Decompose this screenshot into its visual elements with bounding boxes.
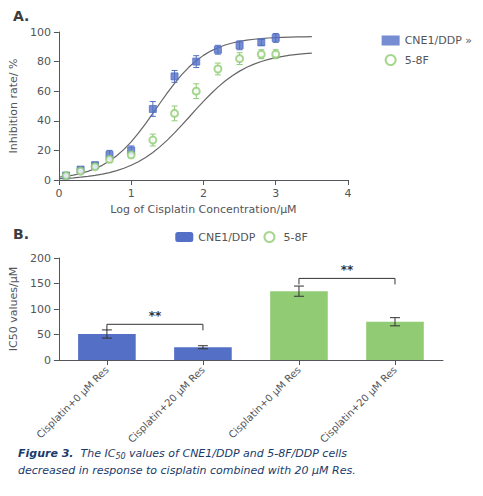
svg-text:3: 3 (272, 187, 279, 200)
svg-text:CNE1/DDP »: CNE1/DDP » (405, 34, 472, 47)
svg-text:Cisplatin+20 μM Res: Cisplatin+20 μM Res (126, 364, 207, 445)
svg-text:40: 40 (37, 114, 51, 127)
svg-text:The IC: The IC (74, 447, 116, 460)
svg-text:0: 0 (55, 187, 62, 200)
svg-text:5-8F: 5-8F (283, 231, 307, 244)
svg-text:100: 100 (30, 303, 51, 316)
svg-text:**: ** (149, 309, 162, 323)
svg-text:A.: A. (13, 8, 29, 24)
svg-text:80: 80 (37, 55, 51, 68)
svg-text:CNE1/DDP: CNE1/DDP (198, 231, 256, 244)
svg-text:200: 200 (30, 252, 51, 265)
svg-text:Cisplatin+0 μM Res: Cisplatin+0 μM Res (34, 364, 110, 440)
svg-text:Cisplatin+0 μM Res: Cisplatin+0 μM Res (226, 364, 302, 440)
svg-text:1: 1 (128, 187, 135, 200)
svg-text:0: 0 (44, 174, 51, 187)
svg-text:50: 50 (115, 452, 125, 461)
svg-text:0: 0 (44, 354, 51, 367)
svg-text:5-8F: 5-8F (405, 54, 429, 67)
svg-text:20: 20 (37, 144, 51, 157)
svg-text:Log of Cisplatin Concentration: Log of Cisplatin Concentration/μM (110, 203, 296, 216)
svg-text:4: 4 (345, 187, 352, 200)
svg-text:values of CNE1/DDP and 5-8F/DD: values of CNE1/DDP and 5-8F/DDP cells (126, 447, 348, 460)
svg-text:150: 150 (30, 277, 51, 290)
svg-text:Cisplatin+20 μM Res: Cisplatin+20 μM Res (318, 364, 399, 445)
svg-text:IC50 values/μM: IC50 values/μM (7, 267, 20, 351)
svg-text:Figure 3.: Figure 3. (18, 447, 74, 460)
svg-text:60: 60 (37, 85, 51, 98)
svg-text:decreased in response to cispl: decreased in response to cisplatin combi… (18, 464, 356, 477)
svg-text:2: 2 (200, 187, 207, 200)
svg-text:**: ** (341, 263, 354, 277)
svg-text:50: 50 (37, 328, 51, 341)
svg-text:Inhibition rate/ %: Inhibition rate/ % (7, 59, 20, 154)
svg-text:100: 100 (30, 26, 51, 39)
svg-text:B.: B. (13, 226, 29, 242)
